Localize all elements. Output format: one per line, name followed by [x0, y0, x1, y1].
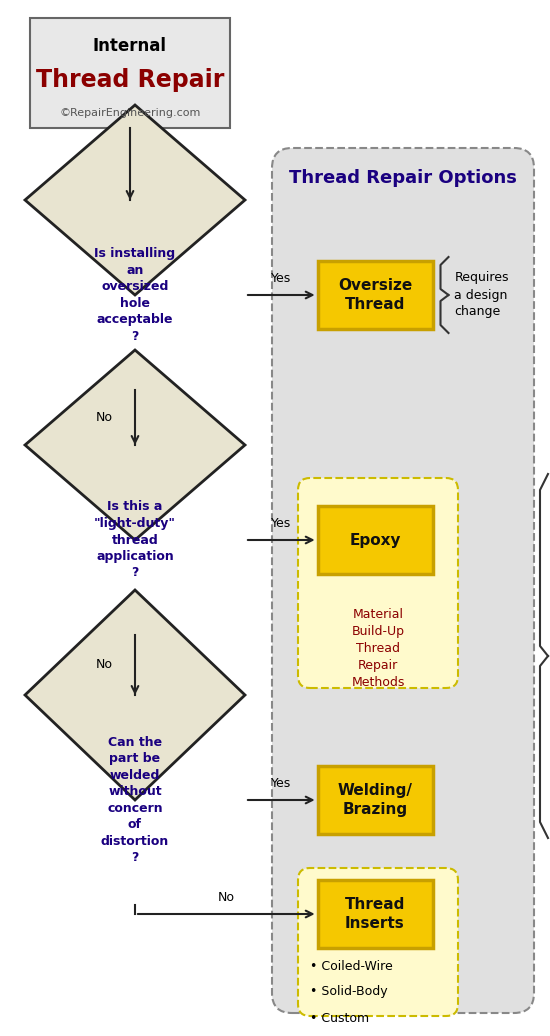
Text: Is installing
an
oversized
hole
acceptable
?: Is installing an oversized hole acceptab…	[95, 248, 175, 343]
Text: Welding/
Brazing: Welding/ Brazing	[338, 783, 412, 816]
FancyBboxPatch shape	[298, 868, 458, 1016]
Text: • Custom: • Custom	[310, 1011, 369, 1025]
Bar	[30, 18, 230, 128]
Text: Epoxy: Epoxy	[349, 533, 401, 547]
Bar	[317, 506, 432, 574]
Text: Requires
a design
change: Requires a design change	[454, 271, 509, 318]
FancyBboxPatch shape	[272, 148, 534, 1013]
Text: • Coiled-Wire: • Coiled-Wire	[310, 959, 393, 973]
Text: Thread Repair Options: Thread Repair Options	[289, 169, 517, 188]
Bar	[317, 880, 432, 948]
Text: Can the
part be
welded
without
concern
of
distortion
?: Can the part be welded without concern o…	[101, 736, 169, 864]
Text: Yes: Yes	[271, 272, 292, 285]
Text: No: No	[96, 411, 113, 424]
Text: Is this a
"light-duty"
thread
application
?: Is this a "light-duty" thread applicatio…	[94, 500, 176, 579]
Text: Oversize
Thread: Oversize Thread	[338, 279, 412, 312]
Text: No: No	[218, 891, 235, 904]
Text: Yes: Yes	[271, 777, 292, 790]
Text: Thread
Inserts: Thread Inserts	[345, 897, 405, 930]
Polygon shape	[25, 350, 245, 540]
Polygon shape	[25, 105, 245, 295]
Text: • Solid-Body: • Solid-Body	[310, 985, 388, 999]
Text: No: No	[96, 659, 113, 671]
Text: Yes: Yes	[271, 517, 292, 530]
FancyBboxPatch shape	[298, 478, 458, 688]
Text: Thread Repair: Thread Repair	[36, 68, 224, 92]
Bar	[317, 261, 432, 329]
Polygon shape	[25, 589, 245, 800]
Bar	[317, 766, 432, 834]
Text: ©RepairEngineering.com: ©RepairEngineering.com	[59, 108, 201, 118]
Text: Internal: Internal	[93, 37, 167, 55]
Text: Material
Build-Up
Thread
Repair
Methods: Material Build-Up Thread Repair Methods	[351, 608, 405, 690]
